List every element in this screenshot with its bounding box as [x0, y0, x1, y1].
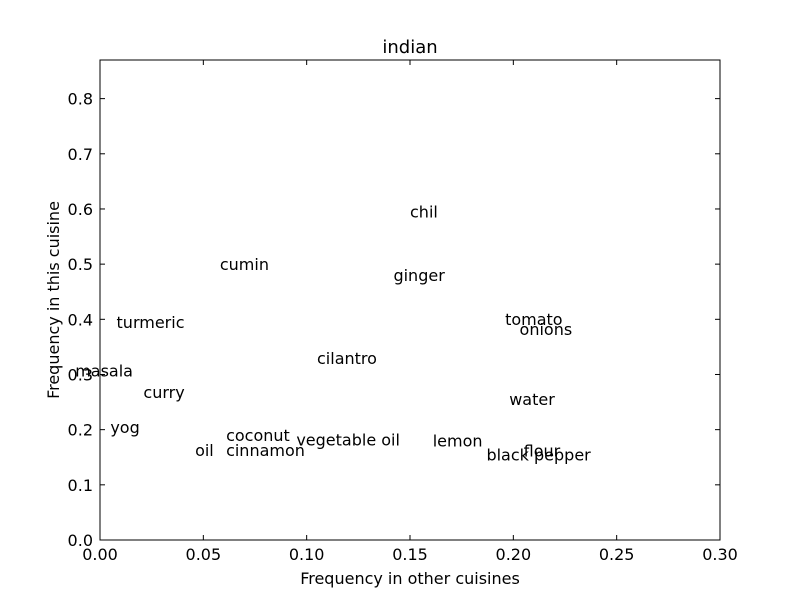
- y-tick-label-0-7: 0.7: [68, 145, 93, 164]
- point-label-lemon: lemon: [433, 432, 483, 451]
- point-label-yog: yog: [110, 418, 139, 437]
- point-label-water: water: [509, 390, 555, 409]
- y-tick-label-0-8: 0.8: [68, 90, 93, 109]
- y-tick-label-0-0: 0.0: [68, 531, 93, 550]
- y-tick-label-0-5: 0.5: [68, 255, 93, 274]
- x-tick-label-0-00: 0.00: [82, 545, 118, 564]
- point-label-black-pepper: black pepper: [486, 445, 591, 464]
- y-tick-label-0-2: 0.2: [68, 421, 93, 440]
- point-label-coconut: coconut: [226, 426, 290, 445]
- x-tick-label-0-30: 0.30: [702, 545, 738, 564]
- point-label-cilantro: cilantro: [317, 349, 377, 368]
- point-label-chil: chil: [410, 203, 438, 222]
- point-label-cumin: cumin: [220, 255, 269, 274]
- point-label-flour: flour: [524, 442, 561, 461]
- y-tick-label-0-3: 0.3: [68, 365, 93, 384]
- x-tick-label-0-10: 0.10: [289, 545, 325, 564]
- point-label-masala: masala: [75, 362, 133, 381]
- x-tick-label-0-20: 0.20: [496, 545, 532, 564]
- x-tick-label-0-15: 0.15: [392, 545, 428, 564]
- y-tick-label-0-4: 0.4: [68, 310, 93, 329]
- x-axis-label: Frequency in other cuisines: [300, 569, 520, 588]
- y-axis-label: Frequency in this cuisine: [44, 201, 63, 399]
- x-tick-label-0-25: 0.25: [599, 545, 635, 564]
- point-label-onions: onions: [520, 320, 573, 339]
- point-label-tomato: tomato: [505, 310, 563, 329]
- y-tick-label-0-6: 0.6: [68, 200, 93, 219]
- point-label-curry: curry: [143, 383, 184, 402]
- plot-area-frame: [99, 59, 721, 541]
- point-label-oil: oil: [195, 441, 214, 460]
- chart-title: indian: [382, 37, 437, 58]
- ticks-layer: 0.00 0.05 0.10 0.15 0.20 0.25 0.30 0.0 0.1 0.2 0.3…: [68, 60, 738, 564]
- x-tick-label-0-05: 0.05: [186, 545, 222, 564]
- point-label-cinnamon: cinnamon: [226, 441, 305, 460]
- point-label-vegetable-oil: vegetable oil: [296, 431, 400, 450]
- point-label-ginger: ginger: [393, 266, 445, 285]
- point-label-turmeric: turmeric: [117, 313, 185, 332]
- y-tick-label-0-1: 0.1: [68, 476, 93, 495]
